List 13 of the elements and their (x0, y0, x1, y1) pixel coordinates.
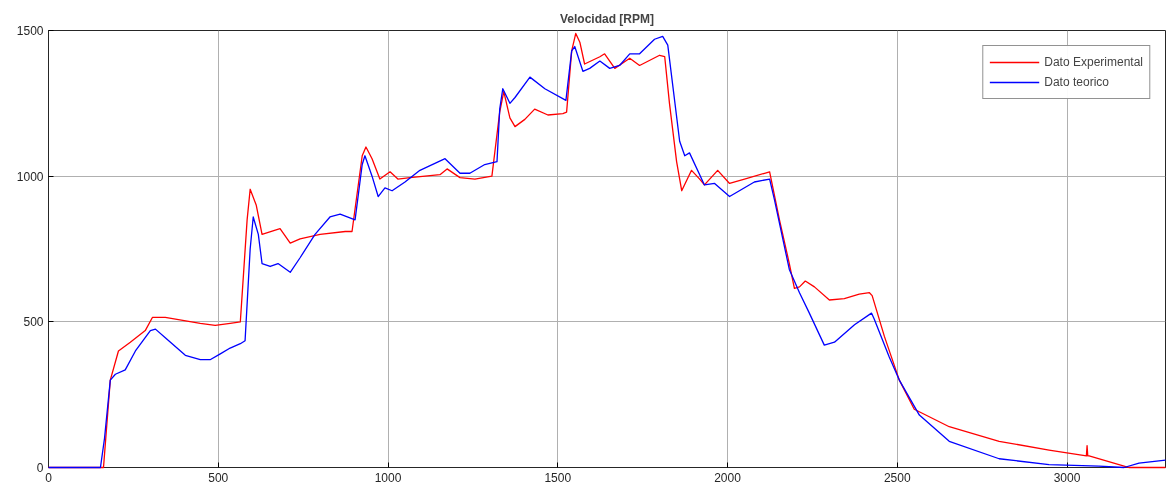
x-tick-label: 1000 (374, 470, 402, 485)
legend-label: Dato Experimental (1044, 55, 1143, 69)
y-tick-label: 1000 (16, 169, 44, 184)
y-tick-label: 1500 (16, 24, 44, 38)
x-tick-label: 2500 (883, 470, 911, 485)
legend-label: Dato teorico (1044, 75, 1109, 89)
y-tick-label: 0 (36, 461, 44, 475)
x-tick-label: 2000 (714, 470, 742, 485)
x-tick-label: 3000 (1053, 470, 1081, 485)
y-tick-label: 500 (23, 315, 44, 330)
x-tick-label: 500 (208, 470, 229, 485)
x-tick-label: 1500 (544, 470, 572, 485)
chart-title: Velocidad [RPM] (559, 11, 655, 26)
